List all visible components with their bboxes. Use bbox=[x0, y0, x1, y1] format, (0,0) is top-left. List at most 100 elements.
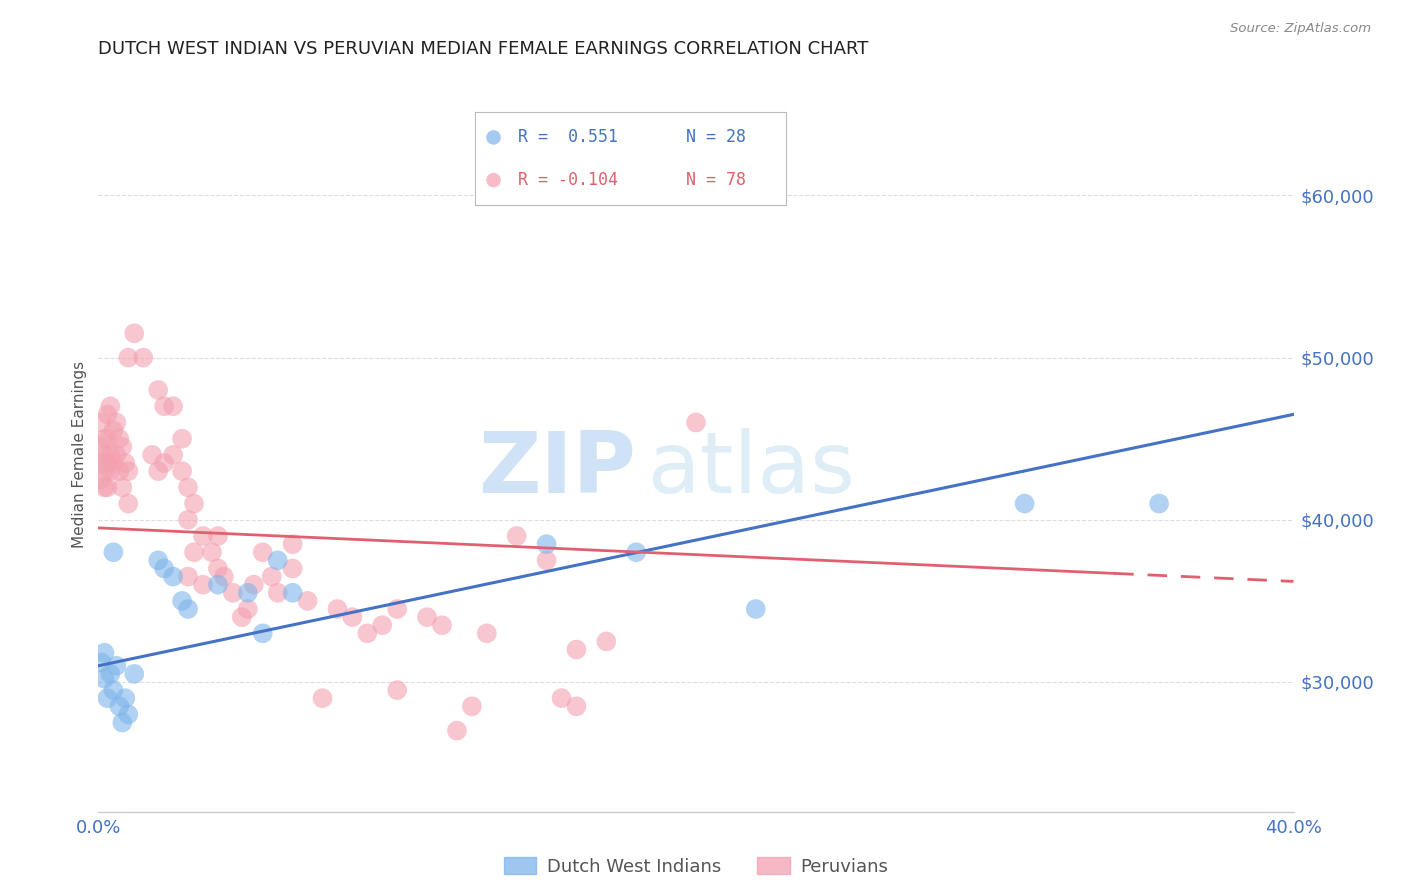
Point bbox=[90, 416, 112, 430]
Point bbox=[148, 464, 170, 478]
Point bbox=[103, 424, 125, 438]
Point bbox=[100, 399, 122, 413]
Point bbox=[132, 351, 155, 365]
Point bbox=[207, 577, 229, 591]
Point bbox=[236, 602, 259, 616]
Point bbox=[326, 602, 349, 616]
Point bbox=[105, 658, 128, 673]
Point bbox=[105, 416, 128, 430]
Point bbox=[96, 480, 118, 494]
Point bbox=[260, 569, 283, 583]
Point bbox=[231, 610, 253, 624]
Point bbox=[105, 448, 128, 462]
Point bbox=[1014, 497, 1036, 511]
Point bbox=[506, 529, 529, 543]
Point bbox=[162, 569, 184, 583]
Text: DUTCH WEST INDIAN VS PERUVIAN MEDIAN FEMALE EARNINGS CORRELATION CHART: DUTCH WEST INDIAN VS PERUVIAN MEDIAN FEM… bbox=[98, 40, 869, 58]
Point bbox=[111, 440, 134, 454]
Point bbox=[207, 561, 229, 575]
Point bbox=[252, 626, 274, 640]
Point bbox=[385, 683, 409, 698]
Point bbox=[96, 408, 118, 422]
Point bbox=[148, 383, 170, 397]
Point bbox=[626, 545, 648, 559]
Point bbox=[100, 448, 122, 462]
Point bbox=[90, 440, 112, 454]
Point bbox=[385, 602, 409, 616]
Point bbox=[90, 472, 112, 486]
Point bbox=[124, 666, 146, 681]
Point bbox=[201, 545, 224, 559]
Point bbox=[93, 464, 115, 478]
Point bbox=[281, 561, 304, 575]
Point bbox=[461, 699, 484, 714]
Text: ZIP: ZIP bbox=[478, 427, 637, 511]
Point bbox=[446, 723, 468, 738]
Point bbox=[93, 646, 115, 660]
Y-axis label: Median Female Earnings: Median Female Earnings bbox=[72, 361, 87, 549]
Point bbox=[536, 537, 558, 551]
Point bbox=[141, 448, 163, 462]
Point bbox=[311, 691, 333, 706]
Point bbox=[550, 691, 572, 706]
Point bbox=[177, 569, 200, 583]
Point bbox=[103, 545, 125, 559]
Point bbox=[342, 610, 364, 624]
Point bbox=[108, 699, 131, 714]
Point bbox=[93, 480, 115, 494]
Point bbox=[148, 553, 170, 567]
Point bbox=[430, 618, 453, 632]
Point bbox=[96, 432, 118, 446]
Point bbox=[172, 464, 194, 478]
Point bbox=[90, 456, 112, 470]
Point bbox=[595, 634, 617, 648]
Point bbox=[177, 480, 200, 494]
Point bbox=[281, 537, 304, 551]
Point bbox=[172, 432, 194, 446]
Point bbox=[96, 691, 118, 706]
Point bbox=[117, 464, 139, 478]
Point bbox=[243, 577, 266, 591]
Point bbox=[93, 432, 115, 446]
Point bbox=[416, 610, 439, 624]
Point bbox=[103, 683, 125, 698]
Point bbox=[565, 642, 588, 657]
Text: atlas: atlas bbox=[648, 427, 856, 511]
Point bbox=[236, 586, 259, 600]
Point bbox=[183, 497, 205, 511]
Point bbox=[153, 456, 176, 470]
Point bbox=[108, 464, 131, 478]
Text: Source: ZipAtlas.com: Source: ZipAtlas.com bbox=[1230, 22, 1371, 36]
Point bbox=[100, 464, 122, 478]
Point bbox=[124, 326, 146, 341]
Point bbox=[117, 497, 139, 511]
Point bbox=[267, 553, 290, 567]
Point bbox=[93, 672, 115, 686]
Point bbox=[252, 545, 274, 559]
Point bbox=[162, 448, 184, 462]
Point bbox=[114, 456, 136, 470]
Point bbox=[111, 715, 134, 730]
Point bbox=[153, 561, 176, 575]
Point bbox=[536, 553, 558, 567]
Point bbox=[90, 656, 112, 670]
Point bbox=[281, 586, 304, 600]
Point bbox=[183, 545, 205, 559]
Point bbox=[177, 513, 200, 527]
Point bbox=[356, 626, 378, 640]
Point bbox=[222, 586, 245, 600]
Point bbox=[111, 480, 134, 494]
Point bbox=[117, 351, 139, 365]
Point bbox=[685, 416, 707, 430]
Point bbox=[172, 594, 194, 608]
Point bbox=[191, 529, 214, 543]
Point bbox=[96, 456, 118, 470]
Point bbox=[1147, 497, 1170, 511]
Point bbox=[153, 399, 176, 413]
Point bbox=[177, 602, 200, 616]
Point bbox=[100, 666, 122, 681]
Point bbox=[207, 529, 229, 543]
Point bbox=[191, 577, 214, 591]
Legend: Dutch West Indians, Peruvians: Dutch West Indians, Peruvians bbox=[495, 848, 897, 885]
Point bbox=[745, 602, 768, 616]
